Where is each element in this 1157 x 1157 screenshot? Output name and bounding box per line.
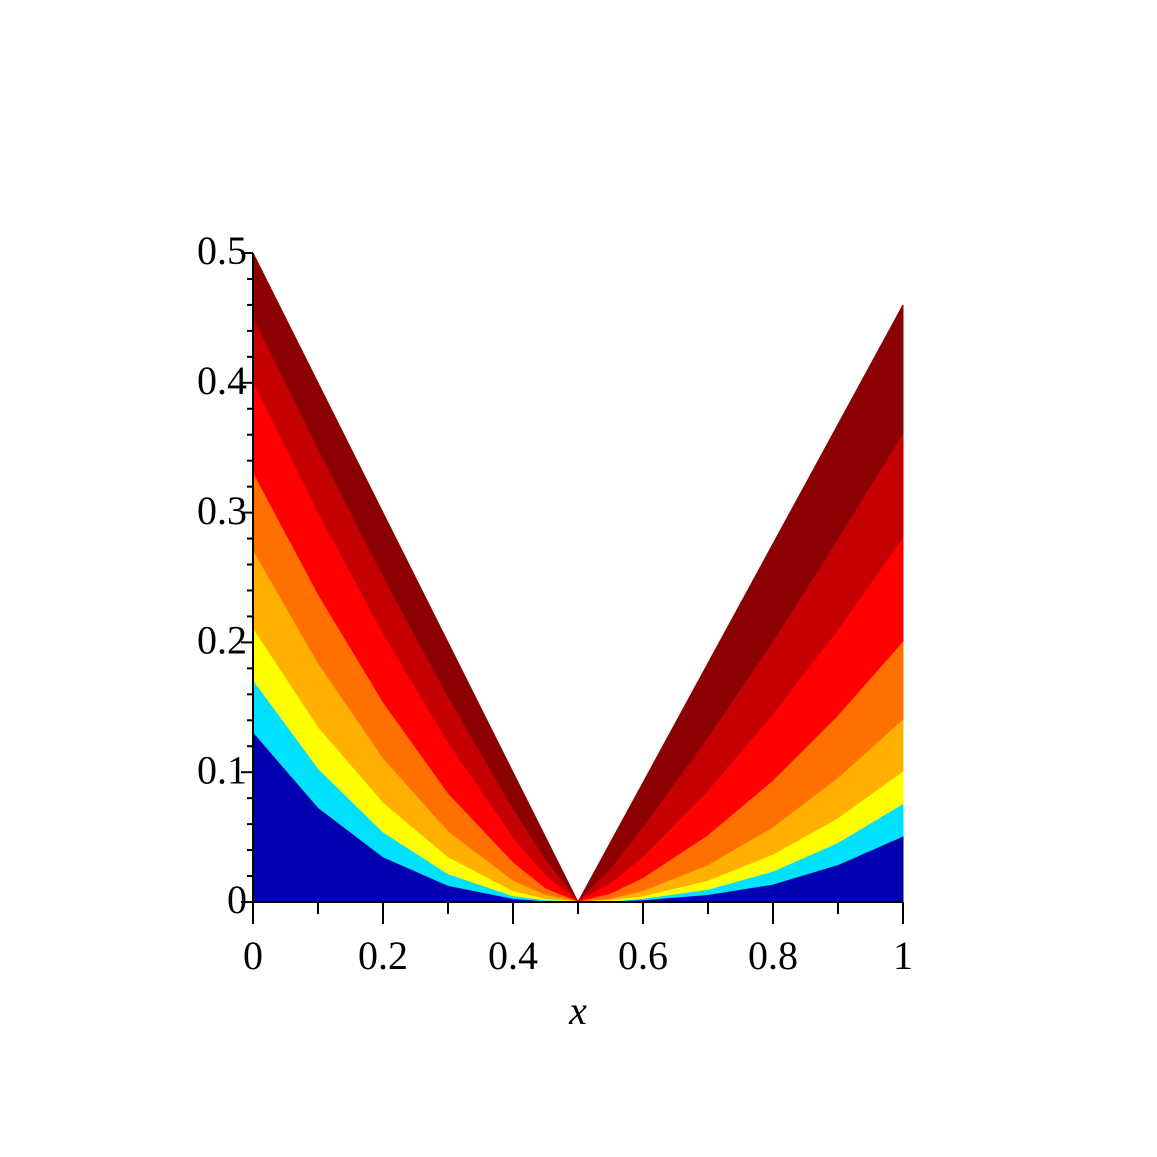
areas [252, 252, 904, 904]
area [252, 549, 904, 903]
y-tick-label: 0 [227, 877, 247, 922]
x-tick-label: 0 [243, 933, 263, 978]
y-tick-label: 0.3 [197, 488, 247, 533]
x-tick-label: 1 [893, 933, 913, 978]
y-tick-label: 0.2 [197, 618, 247, 663]
x-axis-label: x [568, 988, 587, 1033]
x-tick-label: 0.8 [748, 933, 798, 978]
x-tick-label: 0.6 [618, 933, 668, 978]
x-tick-label: 0.2 [358, 933, 408, 978]
y-tick-label: 0.4 [197, 358, 247, 403]
y-tick-label: 0.5 [197, 228, 247, 273]
x-tick-label: 0.4 [488, 933, 538, 978]
y-tick-label: 0.1 [197, 747, 247, 792]
